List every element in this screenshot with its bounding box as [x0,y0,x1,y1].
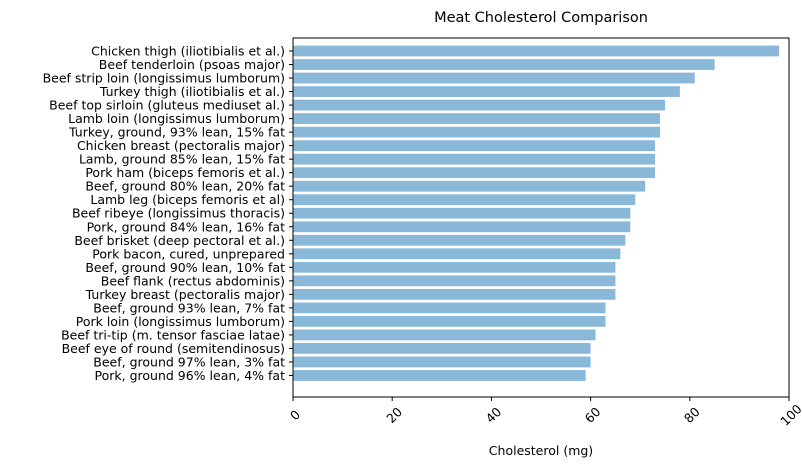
bar [293,288,616,300]
category-label: Beef ribeye (longissimus thoracis) [72,206,285,221]
bar [293,275,616,287]
category-label: Turkey, ground, 93% lean, 15% fat [68,125,285,140]
x-tick-label: 100 [777,401,802,429]
category-label: Beef flank (rectus abdominis) [101,273,285,288]
plot-border [292,37,790,398]
category-label: Beef tenderloin (psoas major) [99,57,285,72]
category-label: Pork bacon, cured, unprepared [92,246,285,261]
bar [293,221,631,233]
bar [293,113,661,124]
x-tick-label: 0 [287,407,303,423]
category-label: Lamb leg (biceps femoris et al) [90,192,285,207]
bar [293,153,656,165]
bar [293,370,586,381]
category-label: Beef top sirloin (gluteus mediuset al.) [49,98,285,113]
bar [293,180,646,192]
category-label: Chicken thigh (iliotibialis et al.) [91,44,285,59]
category-label: Beef, ground 80% lean, 20% fat [85,179,285,194]
category-label: Beef, ground 97% lean, 3% fat [93,354,285,369]
chart-title: Meat Cholesterol Comparison [434,10,648,26]
plot-frame [292,37,790,398]
bar [293,261,616,273]
bars-group [293,45,780,381]
bar [293,72,695,84]
bar [293,234,626,246]
bar [293,86,680,97]
bar [293,356,591,368]
bar [293,194,636,206]
category-label: Beef tri-tip (m. tensor fasciae latae) [61,327,285,342]
category-label: Lamb loin (longissimus lumborum) [68,111,285,126]
category-label: Beef, ground 90% lean, 10% fat [85,260,285,275]
x-tick-label: 40 [482,404,504,426]
bar [293,302,606,314]
bar [293,99,665,111]
bar [293,59,715,70]
category-label: Pork, ground 96% lean, 4% fat [95,368,286,383]
category-label: Beef strip loin (longissimus lumborum) [43,71,285,86]
x-tick-label: 20 [383,404,405,426]
bar [293,329,596,341]
bar [293,248,621,260]
category-label: Beef, ground 93% lean, 7% fat [93,300,285,315]
category-label: Turkey thigh (iliotibialis et al.) [99,84,285,99]
bar [293,343,591,354]
bar [293,45,780,57]
category-labels: Chicken thigh (iliotibialis et al.)Beef … [43,44,293,383]
x-tick-label: 80 [681,404,703,426]
x-tick-label: 60 [582,404,604,426]
category-label: Pork ham (biceps femoris et al.) [85,165,285,180]
category-label: Turkey breast (pectoralis major) [85,287,285,302]
category-label: Beef brisket (deep pectoral et al.) [74,233,285,248]
category-label: Pork, ground 84% lean, 16% fat [87,219,286,234]
category-label: Pork loin (longissimus lumborum) [76,314,285,329]
bar [293,140,656,152]
category-label: Beef eye of round (semitendinosus) [62,341,285,356]
x-axis-label: Cholesterol (mg) [489,443,593,458]
bar [293,207,631,219]
category-label: Lamb, ground 85% lean, 15% fat [79,152,285,167]
x-axis-ticks: 0 20 40 60 80 100 [287,397,802,429]
category-label: Chicken breast (pectoralis major) [77,138,285,153]
bar [293,126,661,138]
bar [293,167,656,179]
bar [293,316,606,327]
